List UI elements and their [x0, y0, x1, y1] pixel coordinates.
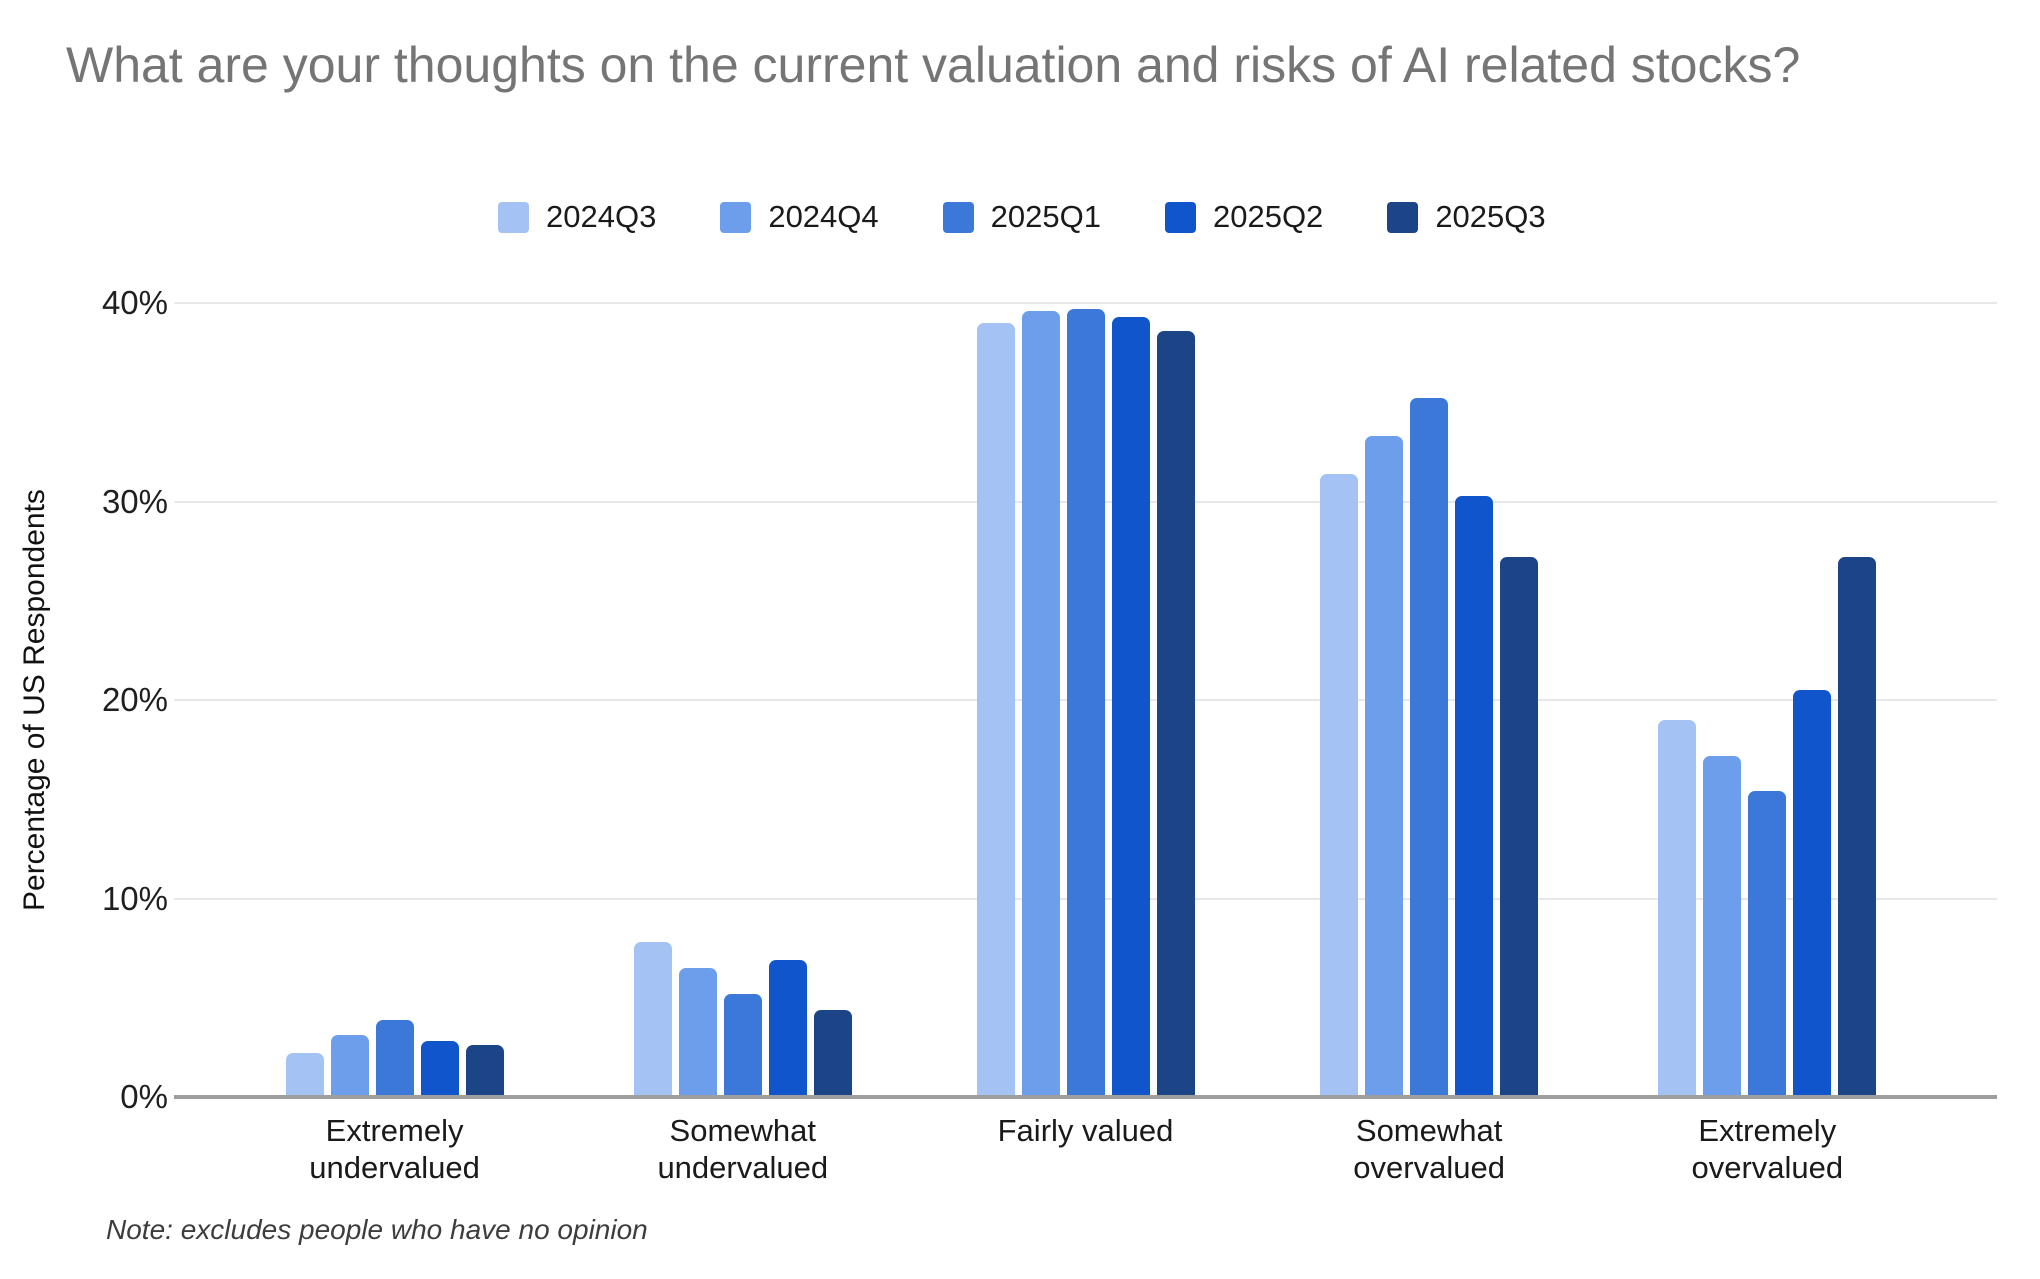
bar-2024Q3-category-2: [633, 942, 672, 1097]
y-tick-label-10: 10%: [101, 879, 168, 917]
bar-2024Q4-category-2: [678, 967, 717, 1097]
bar-group-5: [1658, 303, 1877, 1097]
y-tick-label-20: 20%: [101, 681, 168, 718]
bar-2024Q4-category-3: [1021, 310, 1060, 1097]
legend-swatch-icon: [498, 201, 529, 233]
legend-item-2025Q3: 2025Q3: [1387, 199, 1546, 235]
bar-2025Q2-category-1: [420, 1041, 459, 1097]
bar-group-2: [633, 303, 852, 1097]
bar-2024Q4-category-5: [1703, 755, 1742, 1097]
bar-2025Q3-category-3: [1156, 330, 1195, 1097]
bar-2024Q3-category-5: [1658, 719, 1697, 1097]
legend-label: 2025Q2: [1212, 199, 1324, 234]
legend-item-2025Q2: 2025Q2: [1164, 199, 1324, 235]
plot-area: [174, 302, 1997, 1099]
legend-label: 2024Q3: [546, 199, 657, 234]
bar-2024Q4-category-1: [330, 1035, 369, 1097]
bar-group-3: [976, 303, 1195, 1097]
y-tick-label-0: 0%: [120, 1078, 168, 1115]
legend-label: 2025Q3: [1435, 199, 1546, 234]
bar-2025Q1-category-5: [1748, 791, 1787, 1097]
category-label-4: Somewhat overvalued: [1353, 1113, 1505, 1185]
gridline-40: [174, 302, 1997, 304]
bar-2025Q1-category-3: [1066, 308, 1105, 1097]
bar-2024Q3-category-4: [1320, 473, 1359, 1097]
bar-2025Q3-category-1: [465, 1045, 504, 1097]
bar-2024Q4-category-4: [1365, 436, 1404, 1097]
y-tick-label-30: 30%: [101, 482, 168, 520]
category-label-3: Fairly valued: [997, 1113, 1174, 1148]
legend-label: 2024Q4: [768, 199, 879, 234]
legend-label: 2025Q1: [990, 199, 1101, 234]
legend-item-2024Q4: 2024Q4: [720, 199, 879, 235]
chart-title: What are your thoughts on the current va…: [66, 37, 1801, 93]
legend: 2024Q3 2024Q4 2025Q1 2025Q2 2025Q3: [498, 199, 1546, 235]
legend-item-2024Q3: 2024Q3: [498, 199, 656, 235]
bar-group-4: [1320, 303, 1539, 1097]
y-axis-tick-labels: 0% 10% 20% 30% 40%: [0, 284, 168, 1115]
legend-swatch-icon: [1164, 201, 1196, 233]
x-axis-baseline: [174, 1095, 1997, 1099]
bar-2025Q3-category-4: [1500, 557, 1539, 1097]
bar-2025Q3-category-2: [813, 1009, 852, 1097]
category-label-2: Somewhat undervalued: [657, 1113, 829, 1185]
legend-swatch-icon: [720, 201, 752, 233]
bar-2025Q2-category-2: [768, 960, 807, 1097]
bar-2025Q1-category-4: [1410, 398, 1449, 1097]
legend-item-2025Q1: 2025Q1: [942, 199, 1101, 235]
bar-2025Q3-category-5: [1838, 557, 1877, 1097]
bar-2025Q2-category-4: [1455, 495, 1494, 1097]
note-text: Note: excludes people who have no opinio…: [106, 1214, 648, 1245]
bar-group-1: [285, 303, 504, 1097]
x-axis-labels: Extremely undervalued Somewhat undervalue…: [174, 1112, 1997, 1202]
legend-swatch-icon: [1387, 201, 1419, 233]
bar-2025Q1-category-1: [375, 1019, 414, 1097]
bar-2025Q2-category-5: [1793, 690, 1832, 1097]
bar-2024Q3-category-1: [285, 1053, 324, 1097]
legend-swatch-icon: [942, 201, 974, 233]
bar-2025Q2-category-3: [1111, 316, 1150, 1097]
category-label-1: Extremely undervalued: [309, 1113, 480, 1185]
y-tick-label-40: 40%: [101, 284, 168, 321]
category-label-5: Extremely overvalued: [1691, 1113, 1844, 1185]
bar-2024Q3-category-3: [976, 322, 1015, 1097]
bar-2025Q1-category-2: [723, 993, 762, 1097]
